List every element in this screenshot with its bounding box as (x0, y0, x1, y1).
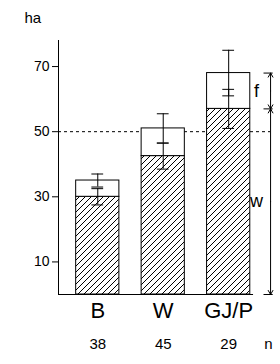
svg-text:W: W (153, 298, 174, 323)
svg-text:50: 50 (34, 123, 50, 139)
svg-text:45: 45 (155, 335, 172, 352)
svg-text:B: B (90, 298, 105, 323)
svg-text:70: 70 (34, 58, 50, 74)
svg-text:10: 10 (34, 253, 50, 269)
svg-text:30: 30 (34, 188, 50, 204)
svg-text:f: f (254, 81, 260, 101)
svg-text:38: 38 (89, 335, 106, 352)
svg-text:29: 29 (220, 335, 237, 352)
svg-text:GJ/P: GJ/P (204, 298, 253, 323)
svg-text:n: n (264, 335, 272, 352)
svg-text:ha: ha (25, 9, 42, 26)
svg-text:w: w (249, 191, 264, 211)
